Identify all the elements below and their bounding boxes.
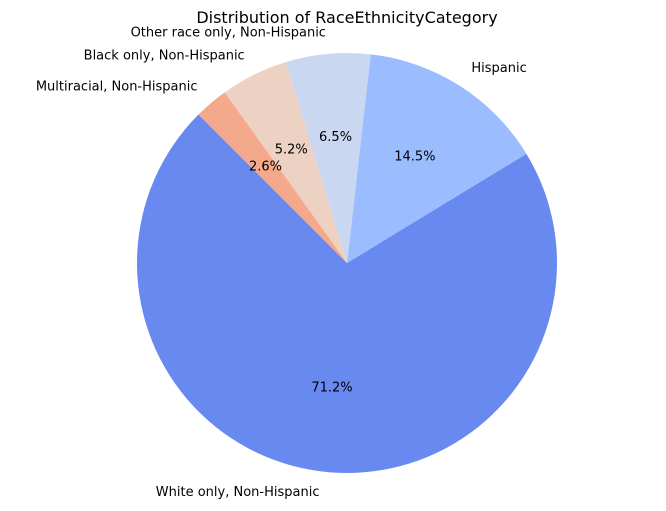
percent-label-multiracial-non-hispanic: 2.6% bbox=[249, 159, 282, 174]
category-label-black-only-non-hispanic: Black only, Non-Hispanic bbox=[84, 48, 245, 63]
pie-slice-multiracial-non-hispanic bbox=[198, 92, 347, 263]
pie-slice-other-race-only-non-hispanic bbox=[285, 52, 371, 263]
pie-slices bbox=[137, 52, 557, 474]
percent-label-black-only-non-hispanic: 5.2% bbox=[275, 143, 308, 158]
category-label-white-only-non-hispanic: White only, Non-Hispanic bbox=[156, 485, 320, 500]
percent-label-hispanic: 14.5% bbox=[394, 149, 435, 164]
percent-label-other-race-only-non-hispanic: 6.5% bbox=[319, 130, 352, 145]
category-label-other-race-only-non-hispanic: Other race only, Non-Hispanic bbox=[131, 25, 326, 40]
pie-slice-hispanic bbox=[347, 54, 527, 263]
category-label-multiracial-non-hispanic: Multiracial, Non-Hispanic bbox=[36, 79, 198, 94]
chart-title: Distribution of RaceEthnicityCategory bbox=[196, 8, 497, 27]
category-label-hispanic: Hispanic bbox=[471, 61, 526, 76]
pie-slice-white-only-non-hispanic bbox=[137, 114, 557, 474]
pie-labels: White only, Non-Hispanic 71.2% Hispanic 14.… bbox=[36, 25, 527, 499]
percent-label-white-only-non-hispanic: 71.2% bbox=[311, 381, 352, 396]
pie-slice-black-only-non-hispanic bbox=[224, 62, 347, 263]
